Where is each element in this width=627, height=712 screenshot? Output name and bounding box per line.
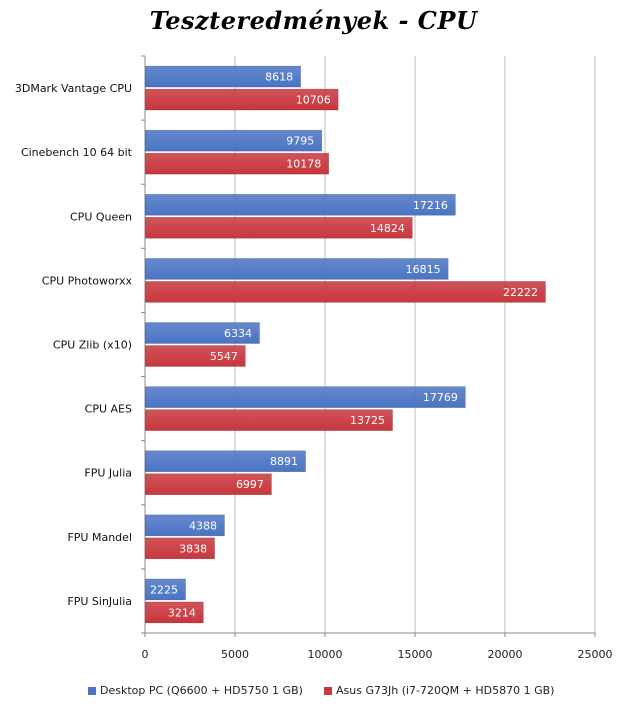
bar-series-1 [145,193,456,216]
category-label: FPU Mandel [67,531,132,544]
bar-series-1 [145,65,301,88]
x-tick-label: 5000 [221,648,249,661]
data-label: 2225 [150,583,178,596]
bar-series-2 [145,216,413,239]
category-label: 3DMark Vantage CPU [15,82,132,95]
bar-series-1 [145,578,186,601]
legend-swatch-series-1 [88,686,96,695]
legend-swatch-series-2 [324,686,332,695]
bar-chart: 0 5000 10000 15000 20000 25000 3DMark Vantage … [15,55,613,661]
category-label: Cinebench 10 64 bit [21,146,133,159]
data-label: 4388 [189,519,217,532]
data-label: 8891 [270,455,298,468]
category-label: CPU Zlib (x10) [53,339,132,352]
bar-series-1 [145,129,323,152]
data-label: 5547 [210,350,238,363]
category-label: CPU AES [85,403,132,416]
bar-series-1 [145,450,306,473]
category-label: CPU Photoworxx [42,274,133,287]
legend-label-series-2: Asus G73Jh (i7-720QM + HD5870 1 GB) [336,684,555,697]
chart-title: Teszteredmények - CPU [149,6,478,35]
legend-item-series-2: Asus G73Jh (i7-720QM + HD5870 1 GB) [324,684,554,697]
x-tick-label: 20000 [488,648,523,661]
bar-series-2 [145,152,330,175]
category-label: CPU Queen [70,210,132,223]
bar-series-1 [145,386,466,408]
data-label: 6997 [236,478,264,491]
bar-series-2 [145,88,339,111]
data-label: 22222 [503,286,538,299]
data-label: 3838 [179,542,207,555]
x-tick-label: 10000 [308,648,343,661]
x-tick-label: 0 [142,648,149,661]
data-label: 6334 [224,327,252,340]
legend-item-series-1: Desktop PC (Q6600 + HD5750 1 GB) [88,684,303,697]
data-label: 16815 [406,263,441,276]
bar-series-2 [145,409,393,431]
data-label: 14824 [370,222,405,235]
category-label: FPU SinJulia [67,595,132,608]
bar-series-2 [145,601,204,624]
x-tick-label: 25000 [578,648,613,661]
bar-series-1 [145,514,225,537]
category-label: FPU Julia [84,467,132,480]
bar-series-2 [145,537,215,560]
data-label: 3214 [168,606,196,619]
bar-series-2 [145,473,272,496]
data-label: 13725 [350,414,385,427]
bar-series-1 [145,258,449,280]
bar-series-2 [145,345,246,367]
bar-series-2 [145,281,546,303]
data-label: 17216 [413,199,448,212]
bar-series-1 [145,322,260,344]
data-label: 10706 [296,94,331,107]
legend: Desktop PC (Q6600 + HD5750 1 GB) Asus G7… [0,684,627,704]
legend-label-series-1: Desktop PC (Q6600 + HD5750 1 GB) [100,684,303,697]
data-label: 9795 [286,135,314,148]
data-label: 8618 [265,71,293,84]
data-label: 17769 [423,391,458,404]
data-label: 10178 [286,158,321,171]
x-tick-label: 15000 [398,648,433,661]
